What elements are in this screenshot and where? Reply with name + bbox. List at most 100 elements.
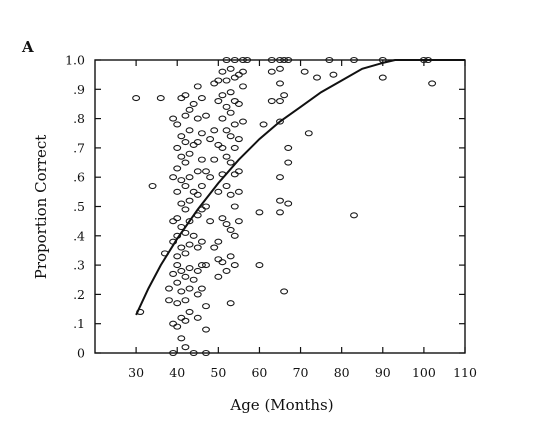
data-point bbox=[177, 200, 186, 207]
data-point bbox=[259, 121, 268, 128]
data-point bbox=[197, 238, 206, 245]
data-point bbox=[218, 215, 227, 222]
data-point bbox=[230, 56, 239, 64]
data-point bbox=[169, 115, 178, 122]
data-point bbox=[177, 95, 186, 102]
data-point bbox=[222, 221, 231, 228]
data-point bbox=[181, 344, 190, 351]
data-point bbox=[202, 112, 210, 119]
data-point bbox=[276, 65, 284, 72]
data-point bbox=[234, 136, 243, 143]
data-point bbox=[169, 174, 178, 181]
data-point bbox=[218, 92, 227, 99]
data-point bbox=[193, 267, 202, 275]
data-point bbox=[185, 218, 194, 225]
data-point bbox=[193, 314, 202, 321]
data-point bbox=[202, 303, 210, 310]
data-point bbox=[222, 127, 231, 134]
y-tick-label: .6 bbox=[73, 170, 85, 185]
data-point bbox=[169, 218, 178, 225]
y-tick-label: 0 bbox=[77, 346, 85, 361]
data-point bbox=[239, 118, 247, 125]
data-point bbox=[280, 92, 289, 99]
data-point bbox=[173, 300, 182, 307]
data-point bbox=[226, 300, 235, 307]
x-tick-label: 60 bbox=[251, 365, 267, 380]
data-point bbox=[169, 349, 178, 357]
data-points bbox=[132, 56, 437, 357]
data-point bbox=[226, 159, 235, 166]
data-point bbox=[193, 138, 202, 146]
data-point bbox=[239, 56, 247, 64]
data-point bbox=[234, 100, 243, 107]
data-point bbox=[185, 264, 194, 272]
data-point bbox=[177, 288, 186, 295]
data-point bbox=[197, 130, 206, 137]
data-point bbox=[202, 262, 210, 269]
data-point bbox=[177, 244, 186, 251]
data-point bbox=[230, 232, 239, 239]
data-point bbox=[226, 89, 235, 96]
data-point bbox=[276, 56, 284, 64]
y-axis: 0 .1 .2 .3 .4 .5 .6 .7 .8 .9 1.0 bbox=[65, 53, 465, 361]
data-point bbox=[181, 206, 190, 213]
data-point bbox=[276, 97, 284, 105]
data-point bbox=[230, 171, 239, 178]
x-tick-label: 30 bbox=[128, 365, 144, 380]
data-point bbox=[173, 262, 182, 269]
data-point bbox=[193, 244, 202, 251]
data-point bbox=[193, 115, 202, 122]
data-point bbox=[284, 200, 293, 207]
data-point bbox=[222, 56, 231, 64]
data-point bbox=[280, 288, 289, 295]
data-point bbox=[206, 218, 215, 225]
data-point bbox=[189, 188, 198, 195]
x-tick-label: 80 bbox=[334, 365, 350, 380]
data-point bbox=[181, 112, 190, 119]
data-point bbox=[185, 106, 194, 113]
data-point bbox=[189, 100, 198, 107]
data-point bbox=[202, 349, 210, 357]
data-point bbox=[210, 127, 219, 134]
data-point bbox=[185, 174, 194, 181]
y-tick-label: .8 bbox=[73, 111, 85, 126]
data-point bbox=[197, 156, 206, 163]
data-point bbox=[202, 326, 210, 333]
data-point bbox=[173, 121, 182, 128]
data-point bbox=[276, 80, 284, 87]
data-point bbox=[189, 349, 198, 357]
data-point bbox=[230, 74, 239, 81]
data-point bbox=[148, 182, 157, 190]
data-point bbox=[165, 285, 173, 292]
data-point bbox=[218, 68, 227, 75]
data-point bbox=[193, 83, 202, 90]
y-axis-title: Proportion Correct bbox=[32, 135, 50, 280]
data-point bbox=[206, 136, 215, 143]
data-point bbox=[230, 203, 239, 210]
data-point bbox=[267, 97, 276, 105]
data-point bbox=[214, 256, 223, 263]
data-point bbox=[239, 68, 247, 75]
data-point bbox=[214, 188, 223, 195]
x-tick-label: 40 bbox=[169, 365, 185, 380]
panel-label: A bbox=[21, 38, 34, 56]
y-tick-label: .2 bbox=[73, 287, 85, 302]
data-point bbox=[181, 297, 190, 304]
data-point bbox=[214, 273, 223, 280]
data-point bbox=[214, 77, 223, 84]
data-point bbox=[197, 182, 206, 190]
data-point bbox=[226, 226, 235, 233]
data-point bbox=[267, 56, 276, 64]
data-point bbox=[234, 188, 243, 195]
data-point bbox=[177, 314, 186, 321]
y-tick-label: .9 bbox=[73, 82, 85, 97]
data-point bbox=[132, 95, 141, 102]
x-tick-label: 110 bbox=[453, 365, 477, 380]
data-point bbox=[181, 159, 190, 166]
data-point bbox=[222, 103, 231, 110]
data-point bbox=[234, 71, 243, 78]
data-point bbox=[325, 56, 334, 64]
trend-line bbox=[135, 59, 465, 316]
data-point bbox=[255, 262, 264, 269]
data-point bbox=[189, 141, 198, 149]
